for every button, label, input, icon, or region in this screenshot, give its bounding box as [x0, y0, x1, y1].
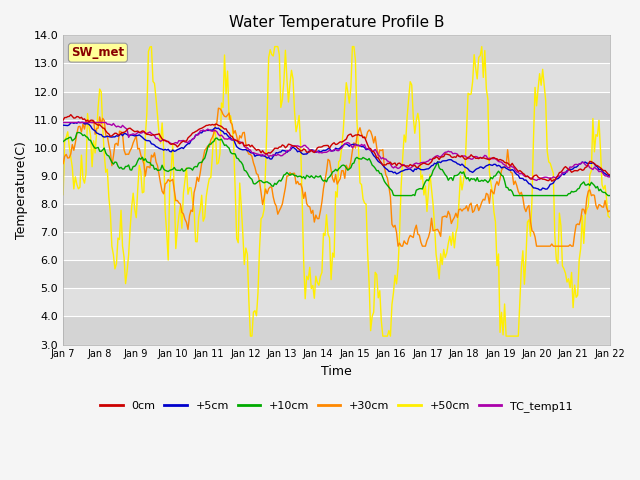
Title: Water Temperature Profile B: Water Temperature Profile B [228, 15, 444, 30]
Bar [63, 63, 610, 92]
Bar [63, 120, 610, 148]
Text: SW_met: SW_met [72, 46, 125, 59]
Bar [63, 36, 610, 63]
Bar [63, 288, 610, 316]
Bar [63, 204, 610, 232]
Bar [63, 232, 610, 260]
Y-axis label: Temperature(C): Temperature(C) [15, 141, 28, 239]
Bar [63, 316, 610, 345]
Bar [63, 92, 610, 120]
X-axis label: Time: Time [321, 365, 352, 378]
Legend: 0cm, +5cm, +10cm, +30cm, +50cm, TC_temp11: 0cm, +5cm, +10cm, +30cm, +50cm, TC_temp1… [96, 396, 577, 416]
Bar [63, 176, 610, 204]
Bar [63, 260, 610, 288]
Bar [63, 148, 610, 176]
